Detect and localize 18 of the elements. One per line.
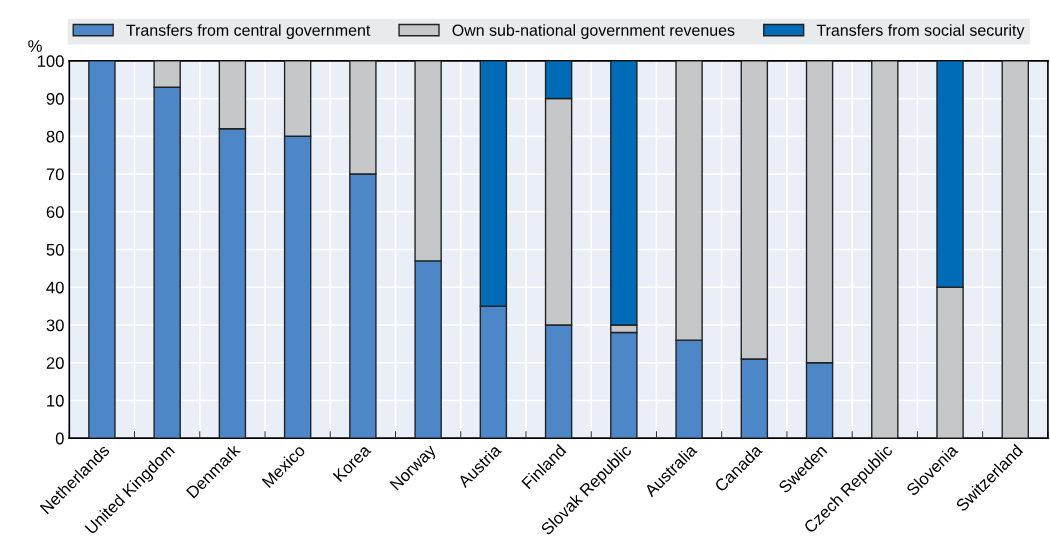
y-tick-label: 80 xyxy=(46,130,64,143)
y-tick-label: 70 xyxy=(46,168,64,181)
legend-label: Transfers from social security xyxy=(816,24,1025,40)
y-tick-label: 90 xyxy=(46,92,64,105)
y-tick-label: 10 xyxy=(47,394,64,407)
y-tick-label: 100 xyxy=(37,55,64,68)
legend-label: Own sub-national government revenues xyxy=(452,24,735,40)
y-tick-label: 60 xyxy=(46,206,64,218)
y-tick-label: 0 xyxy=(55,432,64,445)
bar xyxy=(88,60,116,439)
y-tick-label: 30 xyxy=(46,319,64,332)
y-tick-label: 50 xyxy=(46,243,64,256)
bar xyxy=(1001,60,1030,439)
legend-label: Transfers from central government xyxy=(126,24,371,40)
bar xyxy=(871,60,899,439)
y-axis-title: % xyxy=(28,40,42,52)
y-tick-label: 20 xyxy=(46,357,64,369)
y-tick-label: 40 xyxy=(46,281,64,294)
